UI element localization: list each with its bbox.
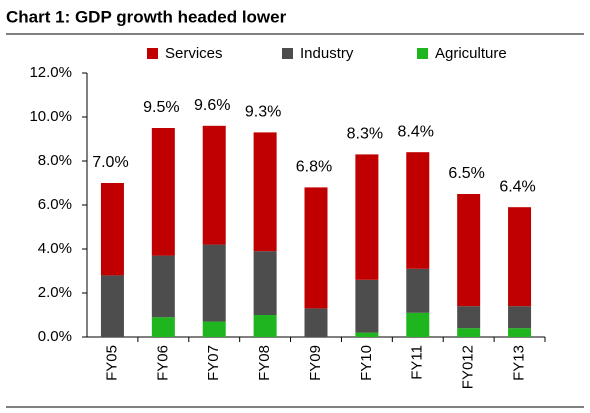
bar-segment <box>202 244 226 322</box>
total-label: 7.0% <box>92 154 128 171</box>
total-label: 8.3% <box>347 126 383 143</box>
bar-segment <box>151 128 175 256</box>
bar-segment <box>304 308 328 337</box>
x-tick-label: FY012 <box>460 345 477 389</box>
legend-swatch <box>282 48 293 59</box>
x-tick-label: FY10 <box>358 345 375 381</box>
x-tick-label: FY11 <box>409 345 426 380</box>
x-tick-label: FY06 <box>154 345 171 381</box>
bar-segment <box>457 328 481 337</box>
bar-segment <box>151 255 175 318</box>
chart-title: Chart 1: GDP growth headed lower <box>6 7 287 26</box>
total-label: 8.4% <box>398 123 434 140</box>
bar-segment <box>202 125 226 245</box>
total-label: 6.4% <box>499 178 535 195</box>
x-tick-label: FY05 <box>103 345 120 381</box>
bar-segment <box>508 328 532 337</box>
x-tick-label: FY07 <box>205 345 222 381</box>
y-tick-label: 0.0% <box>38 328 72 345</box>
bar-segment <box>304 187 328 309</box>
legend-swatch <box>147 48 158 59</box>
bar-segment <box>100 275 124 337</box>
x-tick-label: FY09 <box>307 345 324 381</box>
x-tick-label: FY08 <box>256 345 273 381</box>
y-tick-label: 4.0% <box>38 240 72 257</box>
y-tick-label: 12.0% <box>29 64 72 81</box>
legend-swatch <box>417 48 428 59</box>
bar-segment <box>100 183 124 276</box>
bar-segment <box>253 251 277 315</box>
bar-segment <box>406 312 430 337</box>
bar-segment <box>508 207 532 307</box>
x-tick-label: FY13 <box>511 345 528 381</box>
legend-label: Industry <box>300 45 354 62</box>
bar-segment <box>457 194 481 307</box>
bar-segment <box>508 306 532 329</box>
bar-segment <box>151 317 175 337</box>
total-label: 9.3% <box>245 104 281 121</box>
total-label: 9.5% <box>143 99 179 116</box>
bar-segment <box>355 154 379 280</box>
y-tick-label: 6.0% <box>38 196 72 213</box>
bar-segment <box>355 332 379 337</box>
total-label: 6.8% <box>296 159 332 176</box>
total-label: 9.6% <box>194 97 230 114</box>
total-label: 6.5% <box>448 165 484 182</box>
y-tick-label: 2.0% <box>38 284 72 301</box>
bar-segment <box>202 321 226 337</box>
y-tick-label: 8.0% <box>38 152 72 169</box>
bar-segment <box>406 152 430 269</box>
bar-segment <box>355 279 379 333</box>
y-tick-label: 10.0% <box>29 108 72 125</box>
bar-segment <box>406 268 430 313</box>
bar-segment <box>457 306 481 329</box>
bar-segment <box>253 132 277 252</box>
bar-segment <box>253 315 277 337</box>
legend-label: Services <box>165 45 223 62</box>
legend-label: Agriculture <box>435 45 507 62</box>
